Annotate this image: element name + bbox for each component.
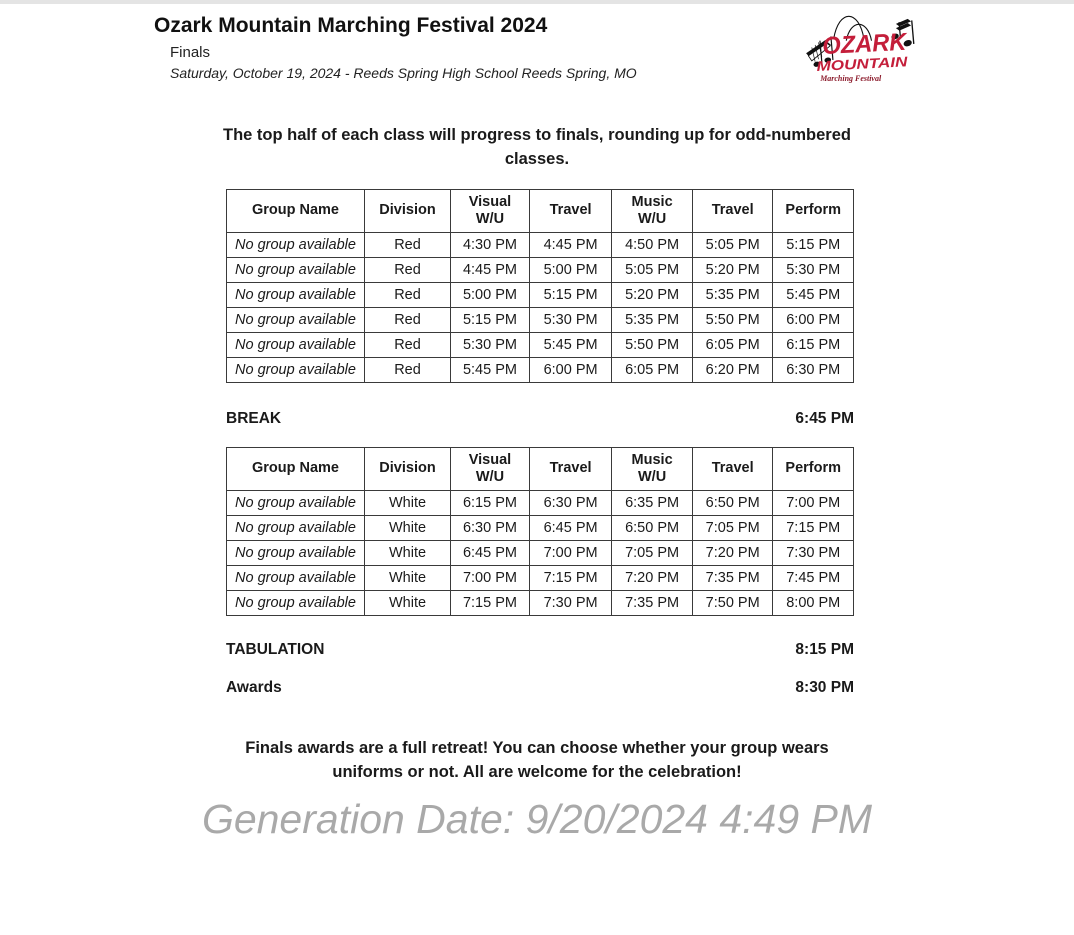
svg-text:Marching Festival: Marching Festival [819,74,882,83]
